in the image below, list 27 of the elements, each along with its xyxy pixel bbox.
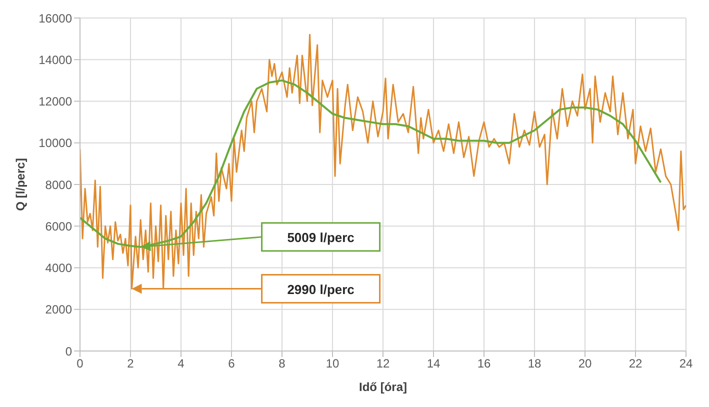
line-series: [80, 79, 662, 248]
y-tick-label: 2000: [45, 302, 72, 317]
x-tick-label: 22: [628, 356, 642, 371]
y-axis-title: Q [l/perc]: [13, 158, 28, 211]
x-tick-label: 2: [127, 356, 134, 371]
y-tick-label: 10000: [38, 136, 72, 150]
x-tick-label: 18: [528, 356, 542, 371]
x-tick-label: 10: [326, 356, 340, 371]
x-axis-title: Idő [óra]: [359, 380, 407, 394]
x-tick-label: 8: [278, 356, 286, 371]
x-tick-label: 4: [178, 356, 185, 371]
annotation: 2990 l/perc: [287, 282, 354, 297]
x-tick-label: 12: [376, 356, 390, 371]
x-tick-label: 16: [477, 356, 491, 371]
x-tick-label: 14: [426, 356, 440, 371]
x-tick-label: 24: [679, 356, 693, 371]
y-tick-label: 6000: [45, 219, 72, 234]
y-tick-label: 16000: [38, 11, 72, 26]
y-tick-label: 0: [65, 344, 72, 358]
annotation: 5009 l/perc: [287, 230, 354, 245]
y-tick-label: 4000: [45, 261, 72, 276]
y-tick-label: 12000: [38, 94, 72, 109]
y-tick-label: 14000: [38, 52, 72, 67]
x-tick-label: 0: [76, 356, 84, 371]
x-tick-label: 6: [228, 356, 236, 371]
x-tick-label: 20: [578, 356, 592, 371]
y-tick-label: 8000: [45, 178, 72, 192]
